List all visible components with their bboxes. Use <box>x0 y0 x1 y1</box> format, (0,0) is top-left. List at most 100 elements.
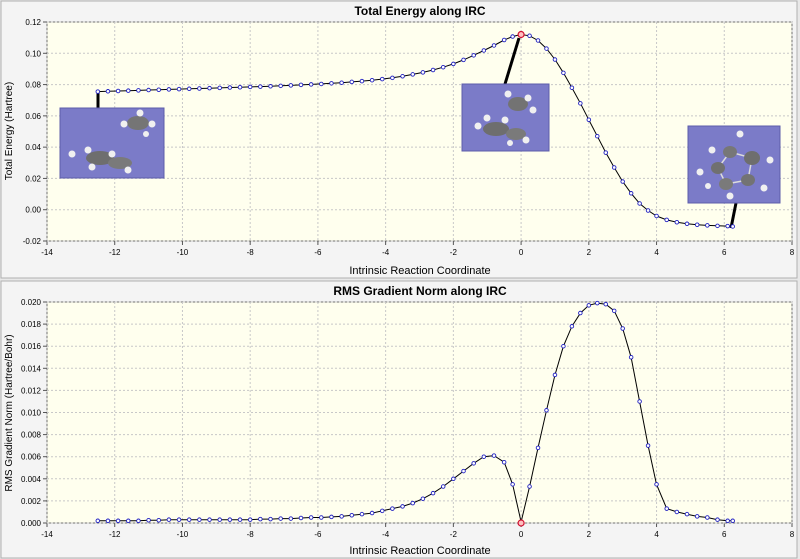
data-point <box>420 496 426 501</box>
data-point <box>166 517 172 522</box>
data-point <box>278 516 283 521</box>
data-point <box>694 514 700 519</box>
data-point <box>705 223 710 228</box>
y-tick-label: 0.002 <box>21 497 42 506</box>
data-point <box>349 79 355 85</box>
data-point <box>451 61 456 67</box>
y-tick-label: 0.12 <box>25 18 41 27</box>
data-point <box>136 518 141 524</box>
data-point <box>705 515 710 520</box>
data-point <box>430 67 436 73</box>
data-point <box>136 88 141 93</box>
data-point <box>380 508 385 514</box>
data-point <box>339 80 344 85</box>
data-point <box>410 500 415 506</box>
data-point <box>329 81 334 86</box>
series <box>95 30 735 229</box>
data-point <box>501 37 507 43</box>
data-point <box>430 490 436 496</box>
data-point <box>595 300 600 306</box>
y-tick-label: 0.08 <box>25 81 41 90</box>
data-point <box>586 117 592 123</box>
data-point <box>481 454 487 459</box>
data-point <box>603 150 609 155</box>
data-point <box>247 84 253 90</box>
data-point <box>156 517 161 523</box>
data-point <box>628 191 634 196</box>
x-tick-label: 2 <box>587 530 592 539</box>
data-point <box>674 219 680 225</box>
data-point <box>227 517 233 522</box>
data-point <box>527 484 532 489</box>
transition-state-structure-image <box>461 37 550 152</box>
x-axis-label: Intrinsic Reaction Coordinate <box>349 545 490 557</box>
data-point <box>491 453 497 458</box>
data-point <box>268 84 273 89</box>
data-point <box>329 514 334 520</box>
y-tick-labels: 0.000 0.002 0.004 0.006 0.008 0.010 0.012 0.014… <box>21 298 42 528</box>
data-point <box>380 76 385 82</box>
data-point <box>308 82 314 87</box>
x-tick-label: 4 <box>654 248 659 257</box>
data-point <box>298 82 304 88</box>
data-point <box>420 70 426 75</box>
y-tick-label: 0.010 <box>21 409 42 418</box>
data-point <box>578 101 583 106</box>
x-tick-label: -12 <box>109 530 121 539</box>
data-point <box>730 518 735 524</box>
data-point <box>694 222 700 227</box>
x-tick-label: -8 <box>247 530 255 539</box>
data-point <box>115 88 121 94</box>
data-point <box>461 468 466 474</box>
x-tick-label: 6 <box>722 248 727 257</box>
grid <box>43 301 793 527</box>
data-point <box>400 74 405 79</box>
data-point <box>664 217 669 223</box>
data-point <box>510 34 515 39</box>
y-tick-label: -0.02 <box>23 237 42 246</box>
x-tick-label: -2 <box>450 530 458 539</box>
data-point <box>339 514 344 519</box>
data-point <box>410 72 415 77</box>
data-point <box>645 208 651 213</box>
data-point <box>115 518 121 524</box>
current-point-marker <box>517 519 525 527</box>
total-energy-chart: Total Energy along IRC -14 -12 -10 -8 -6 -4 -2… <box>0 0 798 279</box>
y-tick-label: 0.06 <box>25 112 41 121</box>
y-tick-label: 0.008 <box>21 431 42 440</box>
data-point <box>359 78 365 84</box>
y-tick-label: 0.00 <box>25 206 41 215</box>
data-point <box>237 84 243 90</box>
data-point <box>176 517 182 522</box>
x-tick-label: -12 <box>109 248 121 257</box>
x-tick-label: -10 <box>177 248 189 257</box>
data-point <box>471 53 476 58</box>
x-tick-label: -2 <box>450 248 458 257</box>
x-axis-label: Intrinsic Reaction Coordinate <box>349 265 490 277</box>
data-point <box>95 518 101 524</box>
y-tick-label: 0.014 <box>21 364 42 373</box>
data-point <box>217 517 222 522</box>
data-point <box>288 83 294 88</box>
y-tick-labels: -0.02 0.00 0.02 0.04 0.06 0.08 0.10 0.12 <box>23 18 42 246</box>
reactant-structure-image <box>59 93 165 179</box>
data-point <box>197 517 202 522</box>
data-point <box>569 324 575 329</box>
data-point <box>451 476 456 482</box>
data-point <box>95 89 101 94</box>
data-point <box>390 75 395 81</box>
data-point <box>440 64 446 70</box>
x-tick-label: -10 <box>177 530 189 539</box>
y-tick-label: 0.02 <box>25 174 41 183</box>
data-point <box>217 85 222 91</box>
x-tick-label: -6 <box>314 248 322 257</box>
data-point <box>369 77 375 83</box>
data-point <box>535 38 541 43</box>
data-point <box>645 443 651 448</box>
data-point <box>105 89 111 94</box>
data-point <box>595 133 600 139</box>
data-point <box>471 461 476 466</box>
data-point <box>237 517 243 522</box>
data-point <box>561 70 566 76</box>
